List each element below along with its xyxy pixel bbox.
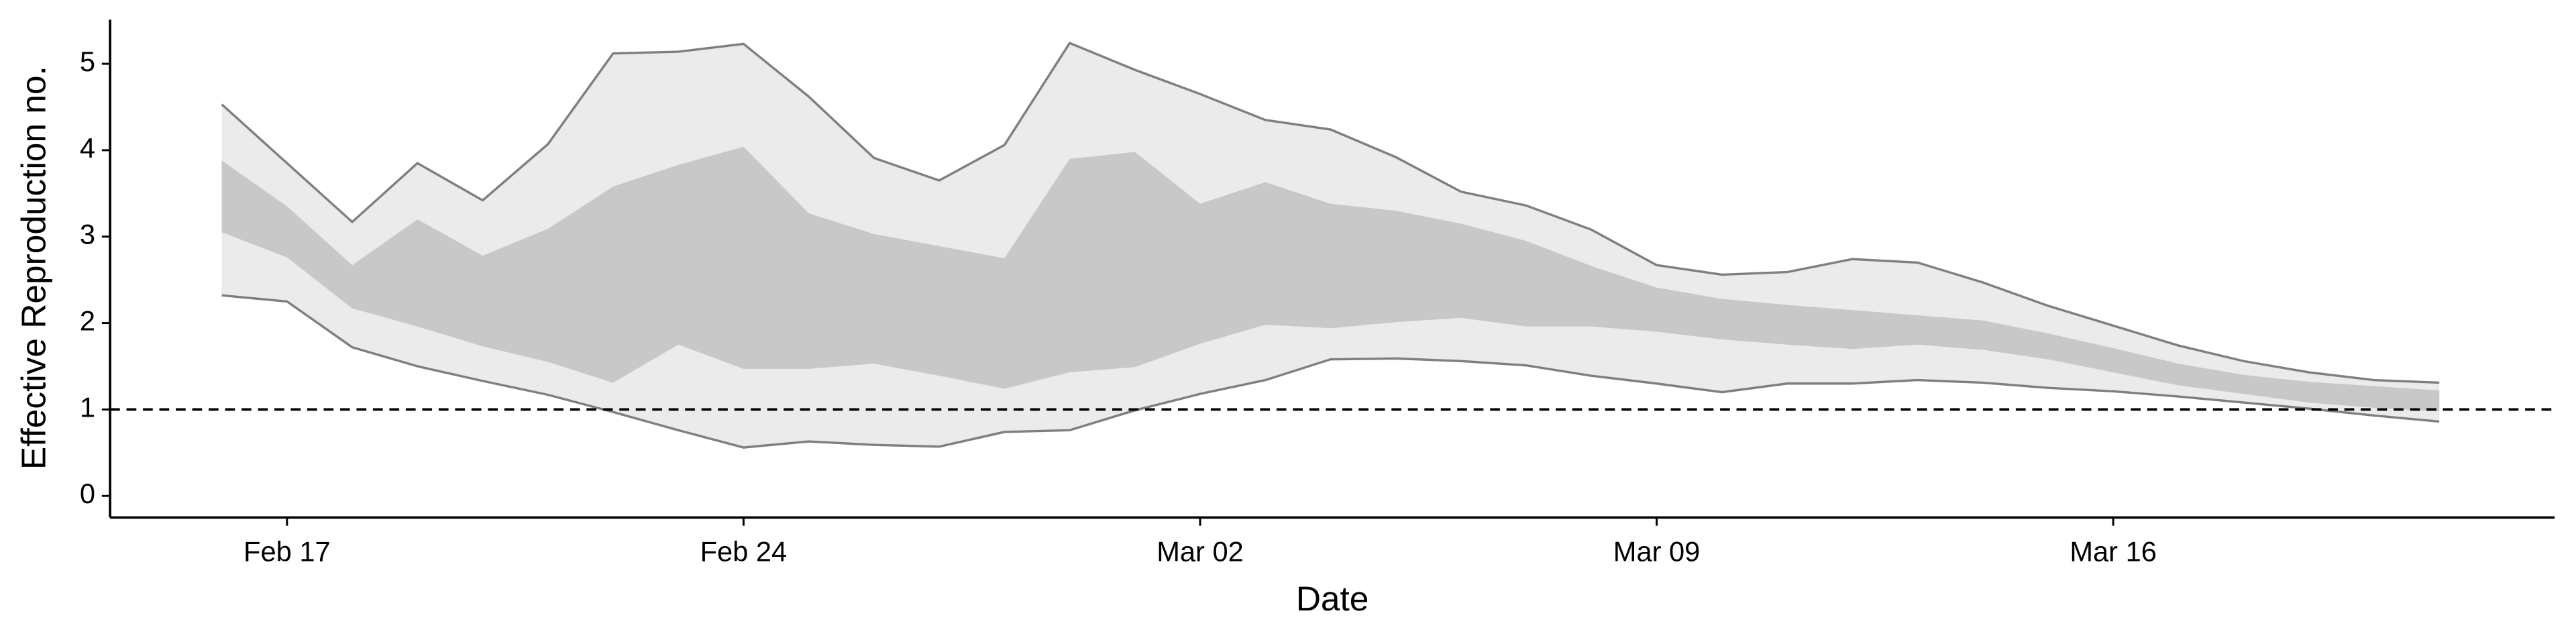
y-tick-label: 5	[80, 46, 95, 77]
band-edge	[221, 294, 2440, 449]
x-tick-label: Feb 24	[700, 535, 788, 567]
y-tick-label: 4	[80, 132, 95, 164]
y-tick-label: 0	[80, 478, 95, 509]
y-tick-label: 1	[80, 391, 95, 423]
y-tick-label: 3	[80, 219, 95, 250]
confidence-band	[221, 146, 2440, 411]
x-axis-label: Date	[1296, 579, 1369, 618]
x-tick-label: Mar 02	[1157, 535, 1244, 567]
x-tick-label: Feb 17	[244, 535, 331, 567]
x-tick-label: Mar 16	[2070, 535, 2157, 567]
y-tick-label: 2	[80, 305, 95, 337]
x-tick-label: Mar 09	[1613, 535, 1701, 567]
y-axis-label: Effective Reproduction no.	[13, 66, 52, 470]
band-edge	[221, 42, 2440, 384]
